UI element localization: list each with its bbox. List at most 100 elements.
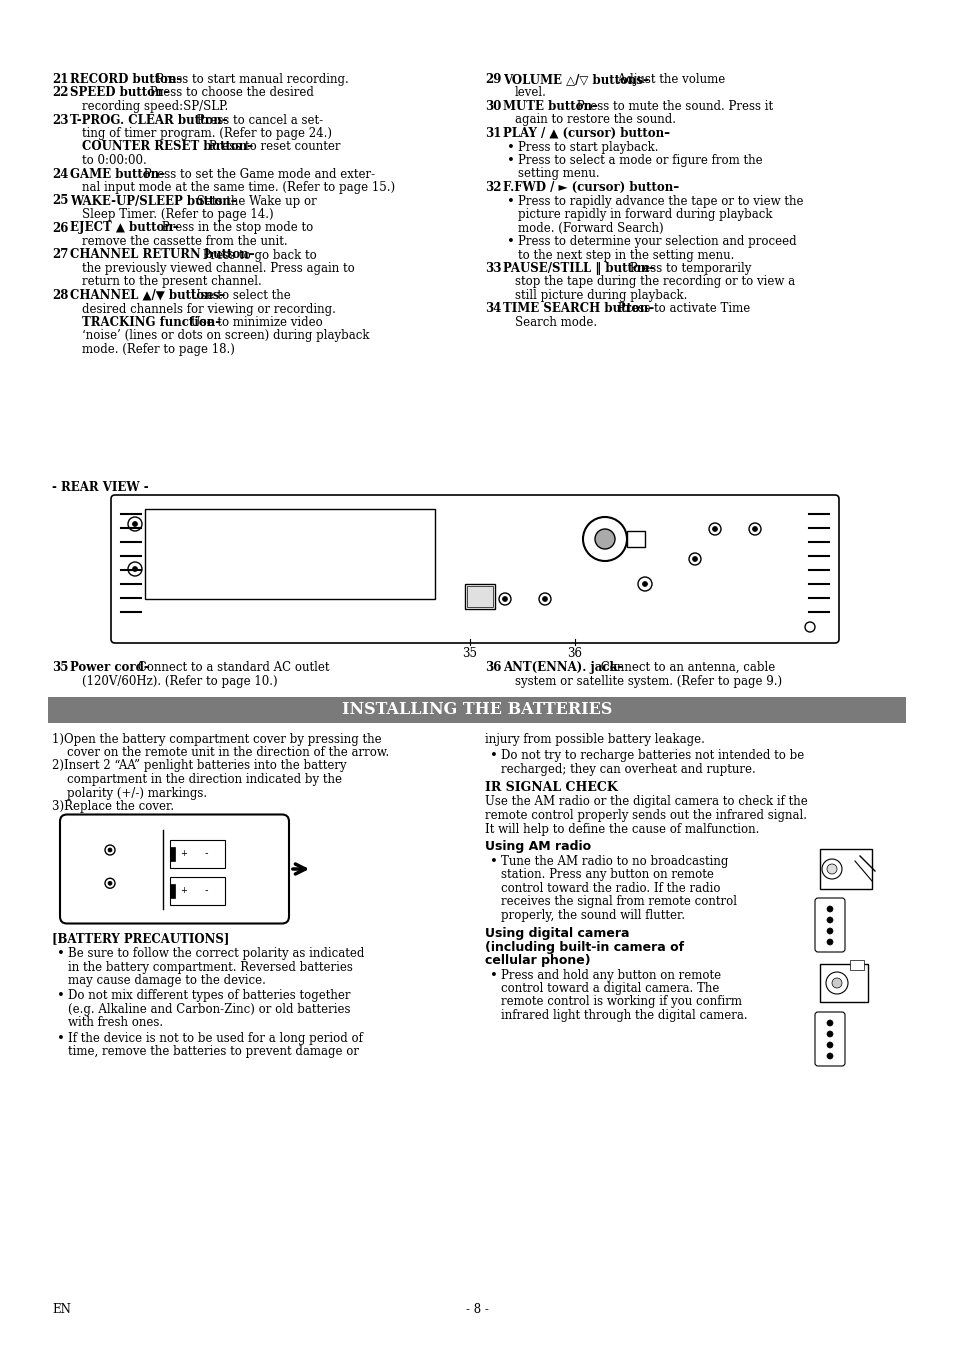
Text: 34: 34	[484, 303, 501, 316]
Circle shape	[542, 597, 547, 601]
Text: Press to set the Game mode and exter-: Press to set the Game mode and exter-	[140, 168, 375, 181]
Text: -: -	[205, 848, 209, 858]
Circle shape	[108, 881, 112, 885]
Circle shape	[128, 517, 142, 531]
Text: TIME SEARCH button–: TIME SEARCH button–	[502, 303, 654, 316]
Text: recharged; they can overheat and rupture.: recharged; they can overheat and rupture…	[500, 762, 755, 775]
Text: Press to start manual recording.: Press to start manual recording.	[152, 73, 348, 86]
Text: Connect to a standard AC outlet: Connect to a standard AC outlet	[134, 661, 330, 674]
Circle shape	[688, 553, 700, 565]
Text: Press to select a mode or figure from the: Press to select a mode or figure from th…	[517, 154, 761, 168]
Circle shape	[692, 557, 697, 562]
Text: 22: 22	[52, 86, 69, 100]
Text: desired channels for viewing or recording.: desired channels for viewing or recordin…	[82, 303, 335, 316]
Circle shape	[128, 562, 142, 576]
Circle shape	[804, 621, 814, 632]
Circle shape	[826, 928, 832, 934]
Text: again to restore the sound.: again to restore the sound.	[515, 113, 676, 127]
Text: Press to reset counter: Press to reset counter	[205, 141, 340, 154]
Text: Power cord–: Power cord–	[70, 661, 150, 674]
Text: time, remove the batteries to prevent damage or: time, remove the batteries to prevent da…	[68, 1046, 358, 1058]
Text: PLAY / ▲ (cursor) button–: PLAY / ▲ (cursor) button–	[502, 127, 669, 141]
Text: Press and hold any button on remote: Press and hold any button on remote	[500, 969, 720, 981]
Text: receives the signal from remote control: receives the signal from remote control	[500, 894, 737, 908]
Text: •: •	[57, 989, 65, 1002]
Text: 26: 26	[52, 222, 69, 235]
Text: recording speed:SP/SLP.: recording speed:SP/SLP.	[82, 100, 228, 113]
Text: Press to cancel a set-: Press to cancel a set-	[193, 113, 323, 127]
Text: 27: 27	[52, 249, 69, 262]
Text: ANT(ENNA). jack–: ANT(ENNA). jack–	[502, 661, 623, 674]
Text: in the battery compartment. Reversed batteries: in the battery compartment. Reversed bat…	[68, 961, 353, 974]
Bar	[170, 839, 225, 867]
Text: •: •	[506, 195, 515, 208]
Bar	[467, 586, 493, 607]
Bar	[626, 531, 644, 547]
Text: (including built-in camera of: (including built-in camera of	[484, 940, 683, 954]
Text: the previously viewed channel. Press again to: the previously viewed channel. Press aga…	[82, 262, 355, 276]
Text: to 0:00:00.: to 0:00:00.	[82, 154, 147, 168]
Bar	[820, 848, 871, 889]
Text: system or satellite system. (Refer to page 9.): system or satellite system. (Refer to pa…	[515, 674, 781, 688]
Text: compartment in the direction indicated by the: compartment in the direction indicated b…	[67, 773, 341, 786]
Text: •: •	[57, 947, 65, 961]
Text: VOLUME △/▽ buttons–: VOLUME △/▽ buttons–	[502, 73, 648, 86]
Text: GAME button–: GAME button–	[70, 168, 165, 181]
Text: setting menu.: setting menu.	[517, 168, 599, 181]
Circle shape	[582, 517, 626, 561]
Text: control toward a digital camera. The: control toward a digital camera. The	[500, 982, 719, 994]
Circle shape	[826, 907, 832, 912]
Text: •: •	[506, 141, 515, 154]
Circle shape	[826, 1020, 832, 1025]
Text: TRACKING function–: TRACKING function–	[82, 316, 221, 330]
Text: WAKE-UP/SLEEP button–: WAKE-UP/SLEEP button–	[70, 195, 236, 208]
Text: Press to activate Time: Press to activate Time	[614, 303, 750, 316]
Circle shape	[826, 865, 836, 874]
Text: Do not mix different types of batteries together: Do not mix different types of batteries …	[68, 989, 350, 1002]
Text: Using digital camera: Using digital camera	[484, 927, 629, 940]
Text: 35: 35	[462, 647, 477, 661]
Text: nal input mode at the same time. (Refer to page 15.): nal input mode at the same time. (Refer …	[82, 181, 395, 195]
Text: Sets the Wake up or: Sets the Wake up or	[193, 195, 316, 208]
Text: EN: EN	[52, 1302, 71, 1316]
Bar	[170, 877, 225, 905]
Text: -: -	[205, 885, 209, 896]
Circle shape	[132, 521, 137, 527]
Text: Adjust the volume: Adjust the volume	[614, 73, 724, 86]
Circle shape	[826, 1042, 832, 1048]
Text: 29: 29	[484, 73, 501, 86]
Text: Press in the stop mode to: Press in the stop mode to	[157, 222, 313, 235]
Text: PAUSE/STILL ‖ button–: PAUSE/STILL ‖ button–	[502, 262, 655, 276]
Text: (120V/60Hz). (Refer to page 10.): (120V/60Hz). (Refer to page 10.)	[82, 674, 277, 688]
Text: ting of timer program. (Refer to page 24.): ting of timer program. (Refer to page 24…	[82, 127, 332, 141]
FancyBboxPatch shape	[111, 494, 838, 643]
Text: Press to rapidly advance the tape or to view the: Press to rapidly advance the tape or to …	[517, 195, 802, 208]
Bar	[849, 961, 863, 970]
Text: EJECT ▲ button–: EJECT ▲ button–	[70, 222, 178, 235]
Circle shape	[538, 593, 551, 605]
Text: F.FWD / ► (cursor) button–: F.FWD / ► (cursor) button–	[502, 181, 679, 195]
Text: picture rapidly in forward during playback: picture rapidly in forward during playba…	[517, 208, 772, 222]
Text: still picture during playback.: still picture during playback.	[515, 289, 687, 303]
Circle shape	[752, 527, 757, 531]
Text: Press to determine your selection and proceed: Press to determine your selection and pr…	[517, 235, 796, 249]
Text: Sleep Timer. (Refer to page 14.): Sleep Timer. (Refer to page 14.)	[82, 208, 274, 222]
Text: station. Press any button on remote: station. Press any button on remote	[500, 867, 713, 881]
Text: COUNTER RESET button–: COUNTER RESET button–	[82, 141, 253, 154]
Text: •: •	[57, 1032, 65, 1046]
Text: injury from possible battery leakage.: injury from possible battery leakage.	[484, 732, 704, 746]
FancyBboxPatch shape	[814, 1012, 844, 1066]
Text: Use the AM radio or the digital camera to check if the: Use the AM radio or the digital camera t…	[484, 796, 807, 808]
Text: CHANNEL RETURN button–: CHANNEL RETURN button–	[70, 249, 254, 262]
Text: T-PROG. CLEAR button–: T-PROG. CLEAR button–	[70, 113, 228, 127]
Bar	[464, 584, 495, 609]
Text: 30: 30	[484, 100, 501, 113]
Text: •: •	[490, 748, 497, 762]
Text: - 8 -: - 8 -	[465, 1302, 488, 1316]
Text: Use to minimize video: Use to minimize video	[187, 316, 323, 330]
Text: return to the present channel.: return to the present channel.	[82, 276, 261, 289]
Text: 31: 31	[484, 127, 501, 141]
Circle shape	[108, 848, 112, 852]
Circle shape	[132, 566, 137, 571]
Text: 32: 32	[484, 181, 501, 195]
